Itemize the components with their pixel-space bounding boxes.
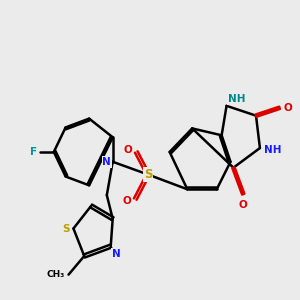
Text: CH₃: CH₃ — [47, 270, 65, 279]
Text: O: O — [239, 200, 248, 210]
Text: NH: NH — [228, 94, 245, 104]
Text: N: N — [103, 157, 111, 167]
Text: NH: NH — [264, 145, 282, 154]
Text: S: S — [62, 224, 70, 233]
Text: F: F — [30, 147, 37, 157]
Text: S: S — [144, 168, 152, 181]
Text: O: O — [284, 103, 293, 113]
Text: O: O — [124, 146, 133, 155]
Text: O: O — [123, 196, 132, 206]
Text: N: N — [112, 249, 121, 259]
